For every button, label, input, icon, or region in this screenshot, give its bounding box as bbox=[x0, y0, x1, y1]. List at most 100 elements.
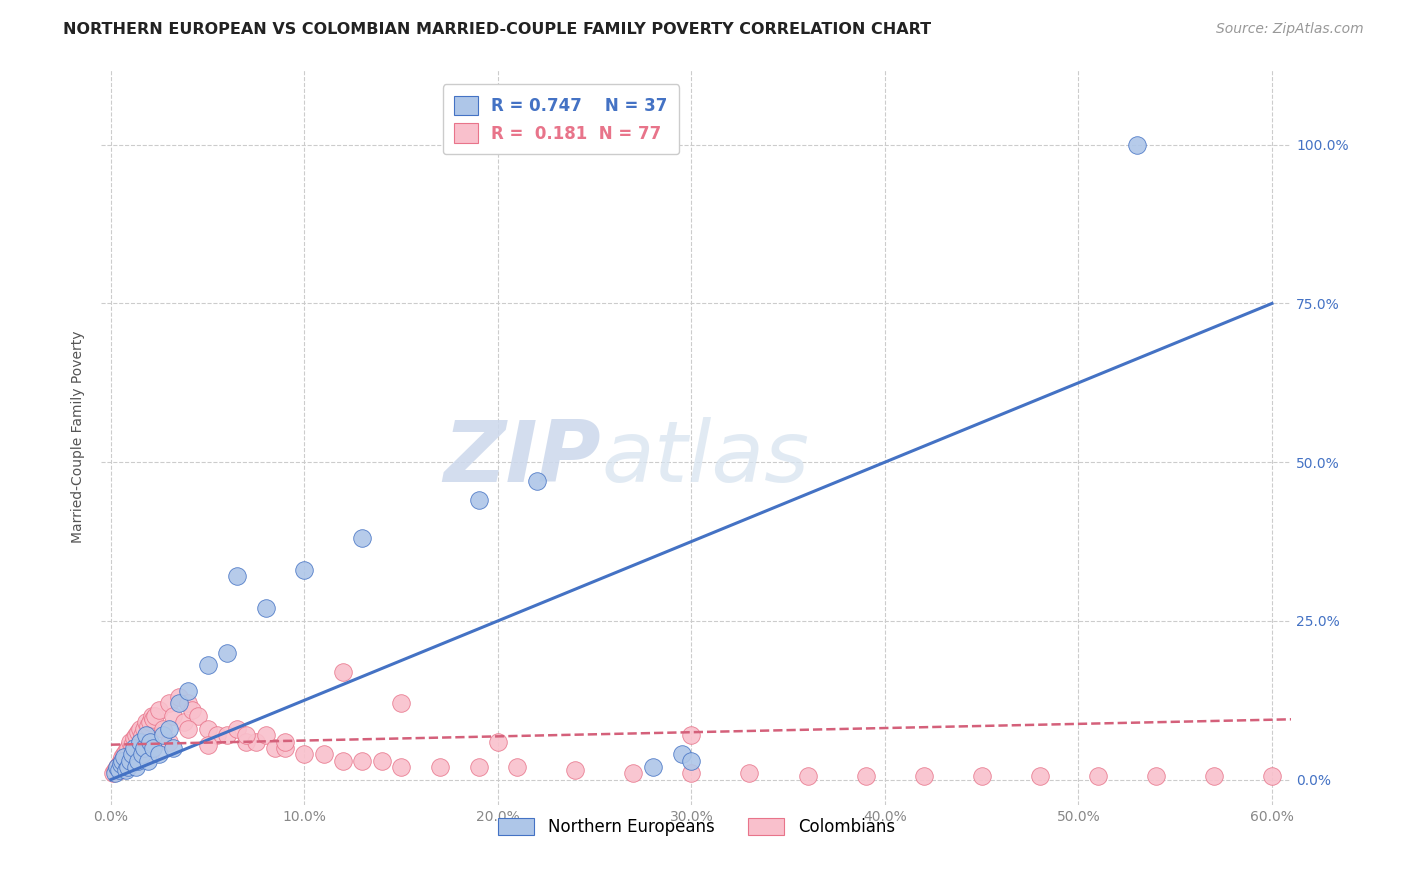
Point bbox=[254, 728, 277, 742]
Y-axis label: Married-Couple Family Poverty: Married-Couple Family Poverty bbox=[72, 331, 86, 543]
Point bbox=[197, 658, 219, 673]
Point bbox=[177, 722, 200, 736]
Point bbox=[135, 715, 157, 730]
Point bbox=[138, 747, 160, 762]
Point bbox=[970, 769, 993, 783]
Point bbox=[215, 728, 238, 742]
Point bbox=[294, 563, 316, 577]
Point bbox=[157, 734, 180, 748]
Point bbox=[138, 734, 160, 748]
Point bbox=[641, 760, 664, 774]
Point bbox=[105, 760, 128, 774]
Point bbox=[110, 754, 132, 768]
Point bbox=[135, 728, 157, 742]
Point bbox=[332, 665, 354, 679]
Point bbox=[167, 697, 190, 711]
Point bbox=[107, 763, 129, 777]
Point bbox=[115, 763, 138, 777]
Point bbox=[197, 722, 219, 736]
Point bbox=[1087, 769, 1109, 783]
Point bbox=[177, 697, 200, 711]
Text: Source: ZipAtlas.com: Source: ZipAtlas.com bbox=[1216, 22, 1364, 37]
Point bbox=[157, 697, 180, 711]
Point bbox=[389, 760, 412, 774]
Point bbox=[681, 754, 703, 768]
Point bbox=[264, 740, 287, 755]
Point bbox=[855, 769, 877, 783]
Point bbox=[117, 760, 139, 774]
Point bbox=[274, 734, 297, 748]
Point bbox=[225, 722, 247, 736]
Point bbox=[738, 766, 761, 780]
Point bbox=[312, 747, 335, 762]
Point bbox=[207, 728, 229, 742]
Point bbox=[132, 722, 155, 736]
Point bbox=[681, 766, 703, 780]
Text: ZIP: ZIP bbox=[443, 417, 600, 500]
Point bbox=[121, 738, 143, 752]
Point bbox=[167, 690, 190, 704]
Point bbox=[621, 766, 644, 780]
Point bbox=[274, 740, 297, 755]
Point bbox=[104, 766, 127, 780]
Point bbox=[136, 719, 159, 733]
Point bbox=[187, 709, 209, 723]
Point bbox=[129, 722, 152, 736]
Point bbox=[142, 712, 165, 726]
Point bbox=[125, 728, 148, 742]
Point bbox=[152, 728, 174, 742]
Point bbox=[110, 756, 132, 771]
Point bbox=[120, 756, 142, 771]
Point bbox=[114, 750, 136, 764]
Point bbox=[114, 747, 136, 762]
Point bbox=[225, 569, 247, 583]
Point bbox=[371, 754, 394, 768]
Point bbox=[467, 760, 489, 774]
Point bbox=[122, 740, 145, 755]
Legend: Northern Europeans, Colombians: Northern Europeans, Colombians bbox=[489, 810, 903, 845]
Point bbox=[125, 760, 148, 774]
Point bbox=[1125, 137, 1147, 152]
Text: NORTHERN EUROPEAN VS COLOMBIAN MARRIED-COUPLE FAMILY POVERTY CORRELATION CHART: NORTHERN EUROPEAN VS COLOMBIAN MARRIED-C… bbox=[63, 22, 931, 37]
Point bbox=[235, 728, 257, 742]
Point bbox=[120, 754, 142, 768]
Point bbox=[681, 728, 703, 742]
Point bbox=[131, 728, 153, 742]
Point bbox=[162, 709, 184, 723]
Point bbox=[245, 734, 267, 748]
Point bbox=[107, 756, 129, 771]
Point bbox=[115, 744, 138, 758]
Point bbox=[148, 747, 170, 762]
Point bbox=[1144, 769, 1167, 783]
Point bbox=[389, 697, 412, 711]
Point bbox=[671, 747, 693, 762]
Point bbox=[111, 750, 134, 764]
Point bbox=[138, 715, 160, 730]
Point bbox=[131, 747, 153, 762]
Point bbox=[564, 763, 586, 777]
Point bbox=[145, 709, 167, 723]
Point bbox=[467, 493, 489, 508]
Point bbox=[127, 754, 149, 768]
Point bbox=[352, 532, 374, 546]
Point bbox=[235, 734, 257, 748]
Point bbox=[332, 754, 354, 768]
Point bbox=[132, 740, 155, 755]
Point bbox=[1261, 769, 1284, 783]
Point bbox=[181, 703, 204, 717]
Point bbox=[122, 731, 145, 746]
Point bbox=[215, 646, 238, 660]
Point bbox=[101, 766, 124, 780]
Point bbox=[117, 740, 139, 755]
Text: atlas: atlas bbox=[600, 417, 808, 500]
Point bbox=[429, 760, 451, 774]
Point bbox=[912, 769, 935, 783]
Point bbox=[111, 754, 134, 768]
Point bbox=[1029, 769, 1052, 783]
Point bbox=[162, 740, 184, 755]
Point bbox=[136, 754, 159, 768]
Point bbox=[127, 725, 149, 739]
Point bbox=[506, 760, 529, 774]
Point bbox=[120, 734, 142, 748]
Point bbox=[796, 769, 818, 783]
